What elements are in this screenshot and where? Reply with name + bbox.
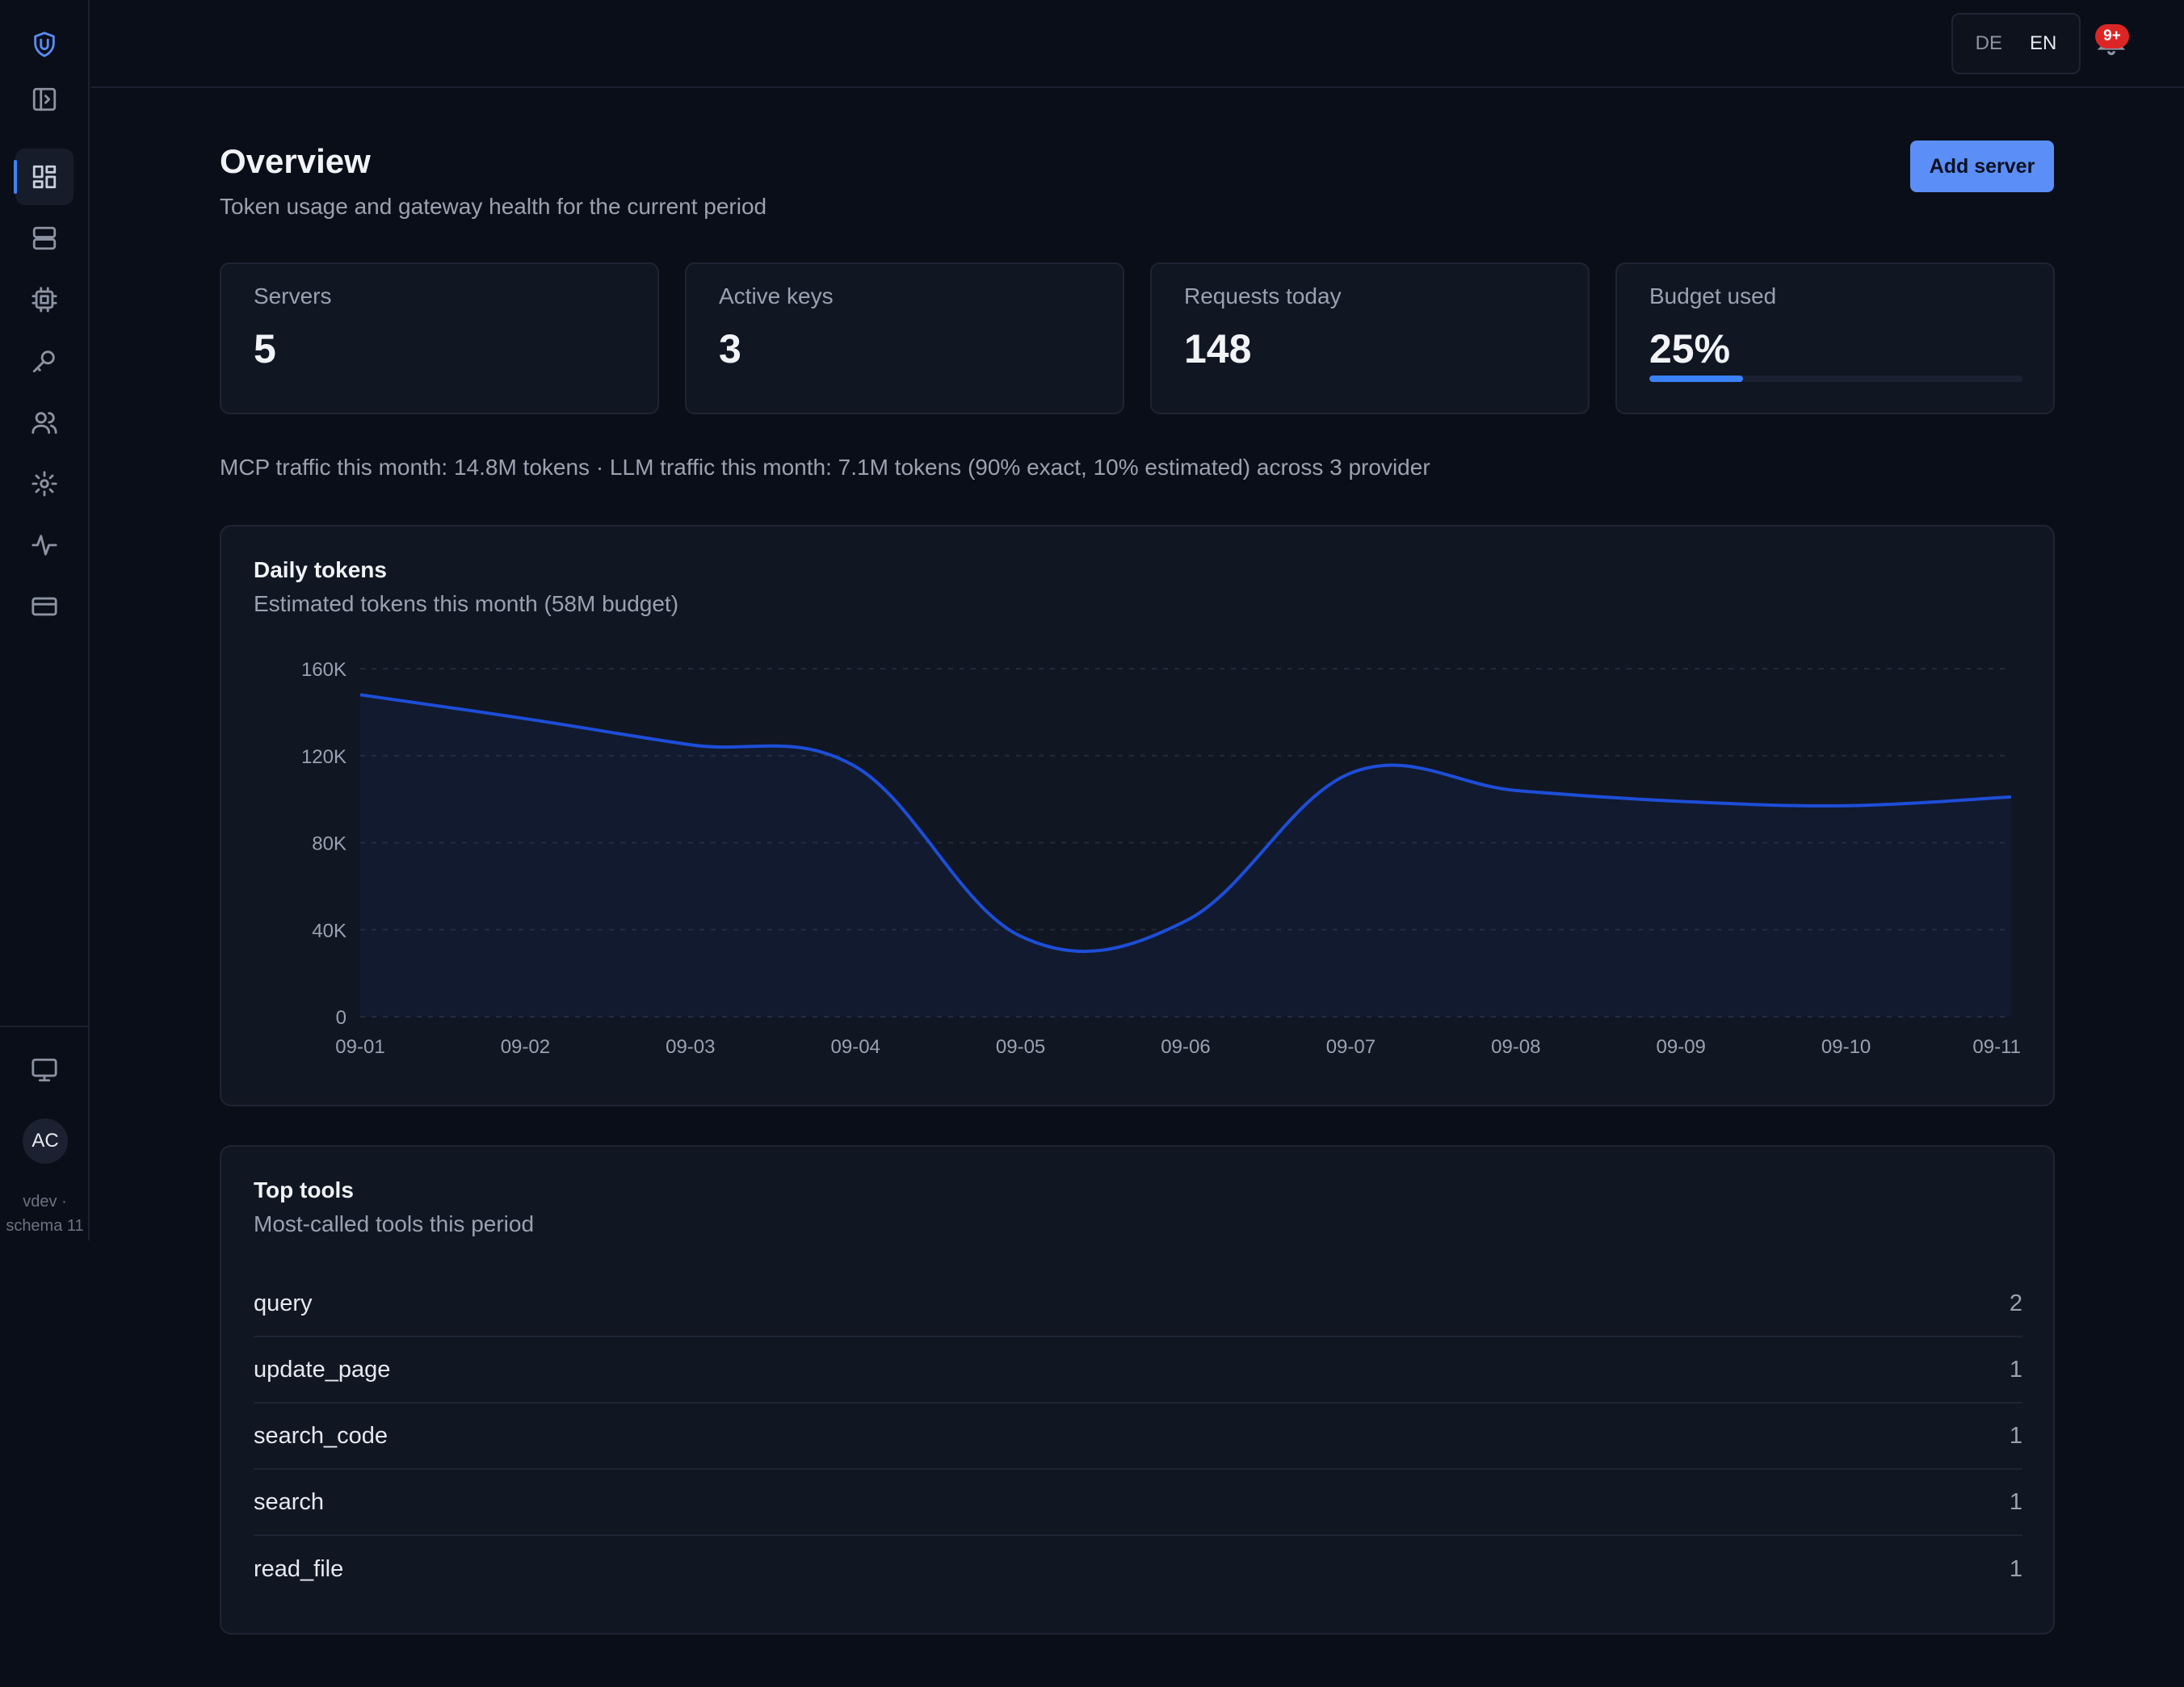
schema-line: schema 11: [6, 1217, 84, 1235]
settings-icon: [32, 471, 57, 497]
sidebar-item-users[interactable]: [15, 394, 74, 451]
tool-count: 1: [2009, 1488, 2022, 1515]
x-tick-label: 09-06: [1161, 1036, 1210, 1058]
sidebar-item-servers[interactable]: [15, 210, 74, 266]
table-row[interactable]: search_code 1: [254, 1404, 2022, 1470]
sidebar-item-settings[interactable]: [15, 455, 74, 512]
stat-value: 5: [254, 326, 276, 371]
lang-de-button[interactable]: DE: [1975, 32, 2002, 54]
page-title: Overview: [220, 142, 371, 180]
language-switcher[interactable]: DE EN: [1951, 13, 2081, 74]
stat-card-servers: Servers 5: [220, 262, 659, 414]
daily-tokens-card: Daily tokens Estimated tokens this month…: [220, 525, 2055, 1106]
chip-icon: [32, 287, 57, 313]
sidebar-item-overview[interactable]: [14, 149, 74, 205]
card-subtitle: Most-called tools this period: [254, 1211, 535, 1236]
dashboard-icon: [32, 165, 57, 189]
sidebar-divider: [0, 1026, 90, 1027]
table-row[interactable]: query 2: [254, 1271, 2022, 1337]
x-tick-label: 09-11: [1972, 1036, 2021, 1058]
tool-name: update_page: [254, 1356, 391, 1383]
sidebar-item-billing[interactable]: [15, 578, 74, 635]
tool-count: 1: [2009, 1555, 2022, 1582]
x-tick-label: 09-01: [335, 1036, 384, 1058]
tool-name: search_code: [254, 1422, 388, 1449]
tool-name: query: [254, 1290, 313, 1316]
avatar[interactable]: AC: [23, 1118, 68, 1164]
y-tick-label: 40K: [312, 920, 346, 942]
x-tick-label: 09-08: [1491, 1036, 1540, 1058]
shield-logo-icon[interactable]: [15, 16, 74, 73]
stat-label: Requests today: [1184, 283, 1342, 308]
stat-value: 148: [1184, 326, 1252, 371]
top-tools-card: Top tools Most-called tools this period …: [220, 1145, 2055, 1635]
budget-progress-fill: [1649, 376, 1743, 382]
users-icon: [32, 412, 57, 434]
stat-label: Active keys: [719, 283, 834, 308]
card-title: Top tools: [254, 1177, 354, 1202]
servers-icon: [32, 226, 57, 250]
stat-card-requests-today: Requests today 148: [1150, 262, 1590, 414]
monitor-icon: [32, 1058, 57, 1082]
card-title: Daily tokens: [254, 557, 387, 582]
x-tick-label: 09-02: [501, 1036, 550, 1058]
sidebar-item-keys[interactable]: [15, 333, 74, 389]
stat-label: Budget used: [1649, 283, 1777, 308]
table-row[interactable]: read_file 1: [254, 1536, 2022, 1602]
x-tick-label: 09-09: [1657, 1036, 1706, 1058]
topbar: [91, 0, 2184, 88]
stat-value: 25%: [1649, 326, 1731, 371]
daily-tokens-chart: 0 40K 80K 120K 160K 09-01 09-02 09-03 09-04 09-05…: [301, 659, 2021, 1058]
lang-en-button[interactable]: EN: [2030, 32, 2057, 54]
tool-count: 2: [2009, 1290, 2022, 1316]
table-row[interactable]: search 1: [254, 1470, 2022, 1536]
sidebar-item-models[interactable]: [15, 271, 74, 328]
x-tick-label: 09-05: [996, 1036, 1045, 1058]
theme-toggle[interactable]: [15, 1042, 74, 1098]
series-line: [359, 693, 2012, 954]
y-tick-label: 120K: [301, 746, 346, 768]
stat-card-budget-used: Budget used 25%: [1615, 262, 2055, 414]
version-info: vdev · schema 11: [0, 1190, 90, 1238]
x-tick-label: 09-04: [831, 1036, 880, 1058]
version-line: vdev ·: [23, 1193, 67, 1211]
x-tick-label: 09-07: [1326, 1036, 1376, 1058]
y-tick-label: 80K: [312, 833, 346, 855]
tool-count: 1: [2009, 1422, 2022, 1449]
y-tick-label: 160K: [301, 659, 346, 681]
tool-name: search: [254, 1488, 325, 1515]
key-icon: [32, 350, 55, 373]
stat-label: Servers: [254, 283, 332, 308]
tool-name: read_file: [254, 1555, 344, 1582]
series-area: [360, 695, 2011, 1017]
add-server-button[interactable]: Add server: [1910, 141, 2054, 192]
y-tick-label: 0: [336, 1007, 346, 1029]
stat-card-active-keys: Active keys 3: [685, 262, 1124, 414]
x-tick-label: 09-03: [666, 1036, 715, 1058]
card-subtitle: Estimated tokens this month (58M budget): [254, 591, 679, 616]
sidebar-item-activity[interactable]: [15, 517, 74, 573]
tool-count: 1: [2009, 1356, 2022, 1383]
page-subtitle: Token usage and gateway health for the c…: [220, 194, 767, 219]
table-row[interactable]: update_page 1: [254, 1337, 2022, 1404]
notification-badge: 9+: [2095, 24, 2129, 48]
stat-value: 3: [719, 326, 741, 371]
traffic-summary: MCP traffic this month: 14.8M tokens · L…: [220, 455, 1430, 480]
budget-progress-bar: [1649, 376, 2022, 382]
sidebar: AC vdev · schema 11: [0, 0, 90, 1240]
panel-toggle-icon[interactable]: [15, 71, 74, 128]
billing-card-icon: [32, 597, 57, 616]
x-tick-label: 09-10: [1821, 1036, 1871, 1058]
activity-icon: [32, 535, 57, 556]
